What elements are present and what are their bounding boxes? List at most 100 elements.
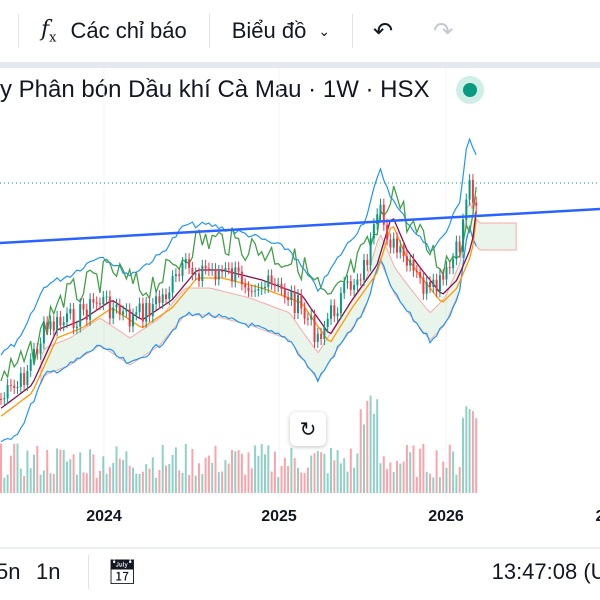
candle-body	[102, 296, 105, 305]
volume-bar	[178, 470, 181, 493]
candle-body	[39, 343, 42, 354]
volume-bar	[69, 459, 72, 493]
volume-bar	[132, 467, 134, 493]
volume-bar	[26, 450, 29, 493]
candle-body	[465, 199, 468, 220]
candle-body	[277, 283, 280, 286]
candle-body	[46, 322, 49, 330]
volume-bar	[29, 468, 32, 493]
candle-body	[171, 276, 174, 293]
volume-bar	[122, 459, 125, 493]
candle-body	[82, 304, 85, 310]
volume-bar	[99, 470, 101, 493]
candle-body	[168, 292, 171, 300]
volume-bar	[386, 469, 389, 493]
volume-bar	[92, 454, 95, 493]
volume-bar	[442, 461, 445, 493]
candle-body	[448, 267, 451, 269]
volume-bar	[283, 457, 286, 493]
chart-type-button[interactable]: Biểu đồ ⌄	[210, 6, 352, 56]
candle-body	[392, 238, 395, 248]
candle-body	[165, 294, 167, 300]
volume-bar	[405, 444, 408, 493]
candle-body	[108, 296, 111, 319]
chevron-down-icon: ⌄	[318, 22, 331, 39]
volume-bar	[59, 449, 62, 493]
volume-bar	[270, 471, 273, 493]
candle-body	[151, 304, 154, 317]
market-status-icon[interactable]	[455, 76, 484, 104]
volume-bar	[429, 473, 431, 493]
candle-body	[422, 277, 425, 294]
volume-bar	[432, 477, 435, 493]
volume-bar	[112, 462, 115, 493]
symbol-legend[interactable]: y Phân bón Dầu khí Cà Mau · 1W · HSX	[0, 76, 484, 104]
volume-bar	[19, 468, 22, 493]
candle-body	[330, 305, 332, 319]
candle-body	[49, 321, 52, 330]
volume-bar	[3, 477, 6, 493]
candle-body	[174, 274, 177, 277]
indicators-label: Các chỉ báo	[70, 18, 187, 43]
time-tick: 2026	[428, 508, 464, 525]
volume-bar	[13, 443, 16, 493]
candle-body	[389, 239, 392, 248]
volume-bar	[455, 474, 458, 493]
go-to-date-icon[interactable]: 📅︎	[107, 558, 138, 586]
volume-bar	[168, 463, 171, 493]
candle-body	[326, 318, 329, 327]
candle-body	[181, 263, 184, 276]
volume-bar	[468, 408, 471, 493]
candle-body	[359, 279, 362, 281]
candle-body	[320, 333, 323, 340]
candle-body	[217, 271, 220, 280]
candle-body	[56, 316, 59, 331]
volume-bar	[448, 444, 451, 493]
candle-body	[287, 297, 290, 300]
undo-icon[interactable]: ↶	[373, 17, 394, 45]
reset-chart-button[interactable]: ↻	[290, 412, 326, 446]
volume-bar	[207, 455, 210, 493]
volume-bar	[396, 460, 398, 493]
candle-body	[3, 398, 6, 400]
time-axis[interactable]: 2024 2025 2026 2	[0, 508, 600, 536]
volume-bar	[343, 458, 346, 493]
volume-bar	[359, 409, 362, 493]
volume-bar	[475, 418, 478, 493]
candle-body	[316, 333, 319, 342]
volume-bar	[452, 451, 455, 493]
volume-bar	[290, 447, 293, 493]
candle-body	[458, 241, 461, 252]
clock-time: 13:47:08 (UT	[491, 559, 600, 584]
range-1y-button[interactable]: 1n	[36, 559, 61, 584]
candle-body	[89, 299, 92, 320]
range-5y-button[interactable]: 5n	[0, 559, 21, 584]
candle-body	[227, 268, 230, 270]
volume-bar	[89, 449, 92, 493]
candle-body	[369, 238, 372, 266]
volume-bar	[415, 476, 418, 493]
redo-icon[interactable]: ↷	[433, 17, 454, 45]
candle-body	[445, 267, 448, 280]
candle-body	[339, 293, 342, 314]
candle-body	[435, 279, 438, 292]
volume-bar	[62, 449, 65, 493]
candle-body	[419, 272, 422, 278]
candle-body	[231, 268, 233, 282]
candle-body	[237, 267, 240, 272]
indicators-button[interactable]: fx Các chỉ báo	[19, 6, 209, 56]
candle-body	[293, 291, 296, 314]
toolbar-divider	[352, 14, 354, 48]
volume-bar	[191, 449, 194, 493]
volume-bar	[33, 454, 35, 493]
price-chart[interactable]	[0, 68, 600, 500]
volume-bar	[155, 477, 158, 493]
volume-bar	[399, 463, 402, 493]
candle-body	[280, 283, 283, 290]
volume-bar	[240, 453, 243, 493]
volume-bar	[369, 395, 372, 493]
candle-body	[396, 238, 398, 253]
toolbar-divider	[0, 62, 600, 68]
toolbar-divider	[208, 14, 210, 48]
candle-body	[349, 281, 352, 290]
